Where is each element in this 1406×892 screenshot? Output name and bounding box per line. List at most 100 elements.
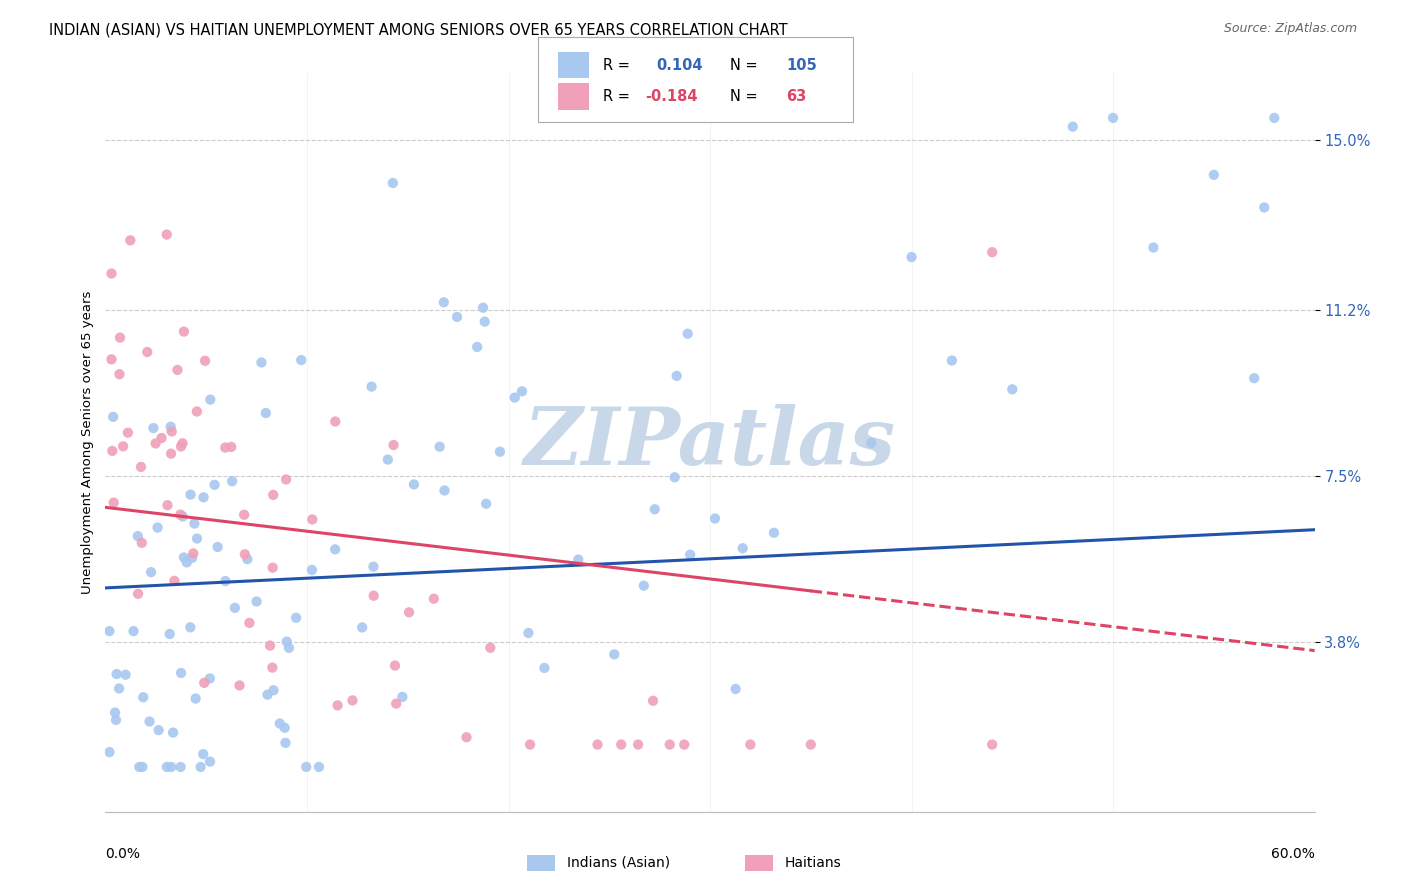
Point xyxy=(301,512,323,526)
Point xyxy=(108,367,131,381)
Point xyxy=(533,661,555,675)
Point xyxy=(1253,201,1275,215)
Point xyxy=(156,227,179,242)
Point xyxy=(160,425,183,439)
Point xyxy=(120,233,142,247)
Point xyxy=(145,436,167,450)
Point xyxy=(704,511,727,525)
Point xyxy=(510,384,533,399)
Point xyxy=(170,440,193,454)
Point xyxy=(1202,168,1225,182)
Point xyxy=(156,760,179,774)
Point xyxy=(166,363,188,377)
Point xyxy=(472,301,495,315)
Text: N =: N = xyxy=(730,58,758,72)
Point xyxy=(98,745,121,759)
Point xyxy=(381,176,404,190)
Point xyxy=(610,738,633,752)
Point xyxy=(186,404,208,418)
Point xyxy=(627,738,650,752)
Point xyxy=(214,574,236,588)
Text: ZIPatlas: ZIPatlas xyxy=(524,404,896,481)
Point xyxy=(274,472,297,486)
Point xyxy=(446,310,468,324)
Point xyxy=(273,721,295,735)
Point xyxy=(172,509,194,524)
Point xyxy=(679,548,702,562)
Text: 0.104: 0.104 xyxy=(657,58,703,72)
Point xyxy=(429,440,451,454)
Point xyxy=(290,353,312,368)
Point xyxy=(567,552,589,566)
Text: 0.0%: 0.0% xyxy=(105,847,141,862)
Point xyxy=(323,415,346,429)
Point xyxy=(724,681,747,696)
Point xyxy=(274,736,297,750)
Point xyxy=(519,738,541,752)
Point xyxy=(224,600,246,615)
Point xyxy=(138,714,160,729)
Point xyxy=(132,690,155,705)
Point xyxy=(981,245,1004,260)
Point xyxy=(245,594,267,608)
Point xyxy=(517,626,540,640)
Point xyxy=(731,541,754,556)
Text: -0.184: -0.184 xyxy=(645,89,697,103)
Point xyxy=(162,725,184,739)
Point xyxy=(385,697,408,711)
Text: 105: 105 xyxy=(786,58,817,72)
Point xyxy=(262,560,284,574)
Point xyxy=(423,591,446,606)
Point xyxy=(198,755,221,769)
Point xyxy=(117,425,139,440)
Text: R =: R = xyxy=(603,58,630,72)
Point xyxy=(198,672,221,686)
Point xyxy=(250,355,273,369)
Point xyxy=(159,627,181,641)
Point xyxy=(193,676,215,690)
Point xyxy=(200,392,222,407)
Point xyxy=(433,295,456,310)
Point xyxy=(740,738,762,752)
Point xyxy=(352,620,374,634)
Point xyxy=(186,532,208,546)
Point xyxy=(169,508,191,522)
Point xyxy=(108,681,131,696)
Point xyxy=(160,760,183,774)
Text: 60.0%: 60.0% xyxy=(1271,847,1315,862)
Point xyxy=(173,325,195,339)
Text: R =: R = xyxy=(603,89,630,103)
Point xyxy=(1062,120,1084,134)
Point xyxy=(179,620,201,634)
Point xyxy=(673,738,696,752)
Point xyxy=(586,738,609,752)
Point xyxy=(762,525,785,540)
Point xyxy=(100,352,122,367)
Point xyxy=(204,478,226,492)
Point xyxy=(941,353,963,368)
Point xyxy=(193,747,215,761)
Point xyxy=(633,579,655,593)
Point xyxy=(295,760,318,774)
Point xyxy=(382,438,405,452)
Point xyxy=(263,683,285,698)
Point xyxy=(676,326,699,341)
Point xyxy=(665,368,688,383)
Point xyxy=(479,640,502,655)
Point xyxy=(603,648,626,662)
Point xyxy=(233,508,256,522)
Point xyxy=(100,267,122,281)
Point xyxy=(193,491,215,505)
Text: INDIAN (ASIAN) VS HAITIAN UNEMPLOYMENT AMONG SENIORS OVER 65 YEARS CORRELATION C: INDIAN (ASIAN) VS HAITIAN UNEMPLOYMENT A… xyxy=(49,22,787,37)
Point xyxy=(981,738,1004,752)
Point xyxy=(644,502,666,516)
Point xyxy=(104,706,127,720)
Point xyxy=(181,550,204,565)
Point xyxy=(1102,111,1125,125)
Point xyxy=(1243,371,1265,385)
Point xyxy=(172,436,194,450)
Point xyxy=(146,520,169,534)
Point xyxy=(127,587,149,601)
Point xyxy=(105,667,128,681)
Point xyxy=(219,440,242,454)
